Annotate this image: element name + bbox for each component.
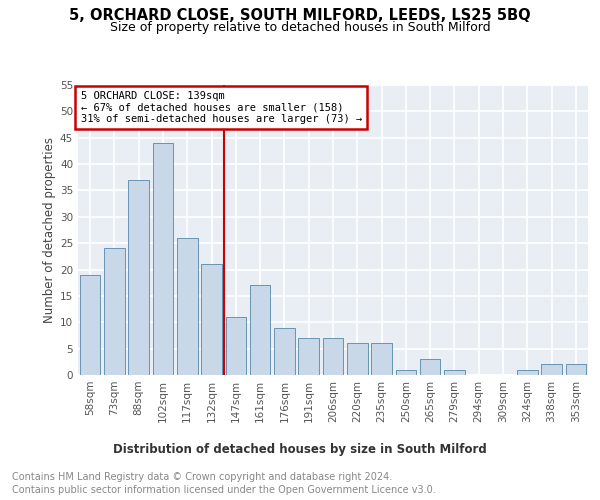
Text: Contains HM Land Registry data © Crown copyright and database right 2024.: Contains HM Land Registry data © Crown c… [12, 472, 392, 482]
Text: 5, ORCHARD CLOSE, SOUTH MILFORD, LEEDS, LS25 5BQ: 5, ORCHARD CLOSE, SOUTH MILFORD, LEEDS, … [69, 8, 531, 22]
Bar [152, 143, 173, 375]
Bar [226, 317, 246, 375]
Bar [541, 364, 562, 375]
Bar [128, 180, 149, 375]
Text: Distribution of detached houses by size in South Milford: Distribution of detached houses by size … [113, 442, 487, 456]
Text: 5 ORCHARD CLOSE: 139sqm
← 67% of detached houses are smaller (158)
31% of semi-d: 5 ORCHARD CLOSE: 139sqm ← 67% of detache… [80, 91, 362, 124]
Bar [566, 364, 586, 375]
Text: Size of property relative to detached houses in South Milford: Size of property relative to detached ho… [110, 21, 490, 34]
Bar [347, 344, 368, 375]
Bar [104, 248, 125, 375]
Bar [298, 338, 319, 375]
Bar [444, 370, 465, 375]
Y-axis label: Number of detached properties: Number of detached properties [43, 137, 56, 323]
Bar [517, 370, 538, 375]
Bar [250, 286, 271, 375]
Bar [80, 275, 100, 375]
Bar [420, 359, 440, 375]
Bar [395, 370, 416, 375]
Bar [371, 344, 392, 375]
Bar [177, 238, 197, 375]
Bar [201, 264, 222, 375]
Bar [323, 338, 343, 375]
Bar [274, 328, 295, 375]
Text: Contains public sector information licensed under the Open Government Licence v3: Contains public sector information licen… [12, 485, 436, 495]
